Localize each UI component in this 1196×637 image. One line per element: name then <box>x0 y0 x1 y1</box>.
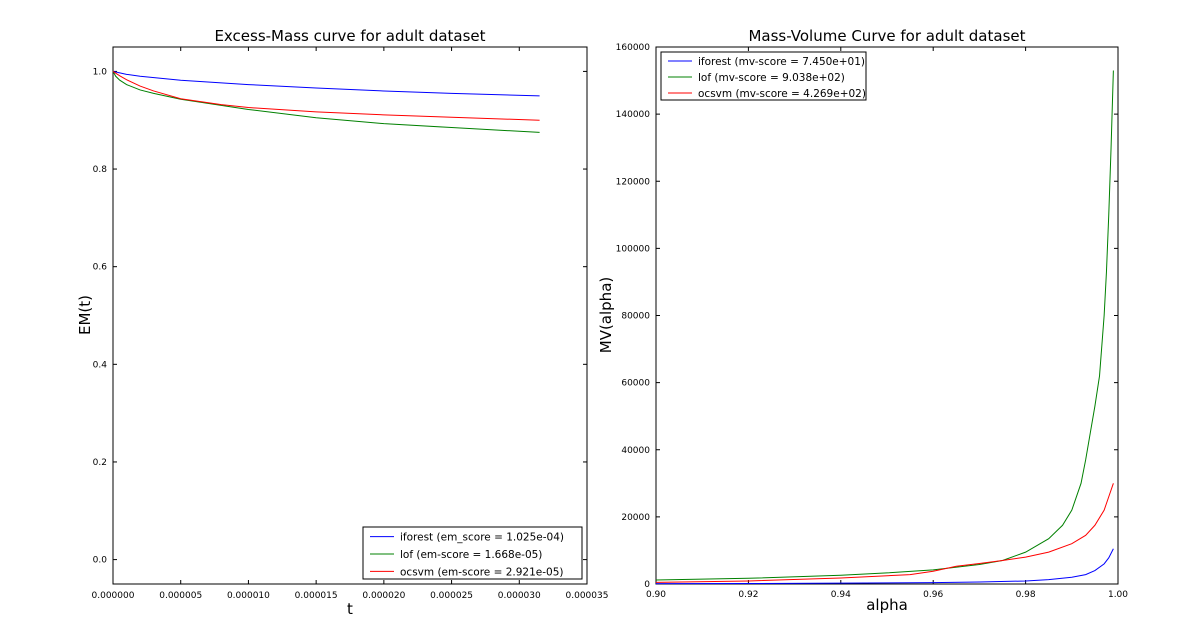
mv-series-line <box>655 70 1114 581</box>
mv-x-tick-label: 0.96 <box>923 590 943 600</box>
em-series-line <box>112 71 540 133</box>
mv-legend-label: lof (mv-score = 9.038e+02) <box>698 72 845 84</box>
em-x-tick-label: 0.000005 <box>159 591 202 601</box>
mv-series-group <box>655 70 1114 585</box>
em-legend-label: ocsvm (em-score = 2.921e-05) <box>400 566 563 578</box>
mv-y-tick-label: 0 <box>644 580 650 590</box>
mv-y-tick-label: 80000 <box>621 312 650 322</box>
em-plot-area <box>112 46 588 585</box>
em-y-tick-label: 0.4 <box>93 360 108 370</box>
em-x-tick-label: 0.000010 <box>227 591 270 601</box>
mv-chart: Mass-Volume Curve for adult dataset alph… <box>597 27 1128 614</box>
em-chart-title: Excess-Mass curve for adult dataset <box>214 27 485 45</box>
em-legend-box <box>362 526 583 580</box>
em-legend-label: lof (em-score = 1.668e-05) <box>400 549 542 561</box>
em-series-line <box>112 70 540 121</box>
mv-y-tick-label: 20000 <box>621 513 650 523</box>
em-series-group <box>112 70 540 133</box>
em-y-tick-label: 0.6 <box>93 263 108 273</box>
mv-legend: iforest (mv-score = 7.450e+01) lof (mv-sc… <box>660 51 867 101</box>
mv-ticks: 0.90 0.92 0.94 0.96 0.98 1.00 0 20000 40000 60000… <box>616 43 1129 600</box>
mv-y-tick-label: 120000 <box>616 177 651 187</box>
em-x-tick-label: 0.000015 <box>295 591 338 601</box>
mv-x-tick-label: 0.90 <box>646 590 666 600</box>
em-y-tick-label: 1.0 <box>93 67 108 77</box>
em-x-tick-label: 0.000020 <box>362 591 405 601</box>
em-x-tick-label: 0.000025 <box>430 591 473 601</box>
em-series-line <box>112 70 540 97</box>
mv-y-tick-label: 160000 <box>616 43 651 53</box>
em-y-tick-label: 0.2 <box>93 458 107 468</box>
em-x-axis-label: t <box>347 600 353 618</box>
em-legend-label: iforest (em_score = 1.025e-04) <box>400 532 564 544</box>
em-x-tick-label: 0.000030 <box>498 591 541 601</box>
mv-x-axis-label: alpha <box>866 596 908 614</box>
mv-series-line <box>655 483 1114 583</box>
em-ticks: 0.000000 0.000005 0.000010 0.000015 0.000020… <box>92 47 609 601</box>
mv-chart-title: Mass-Volume Curve for adult dataset <box>748 27 1025 45</box>
em-legend: iforest (em_score = 1.025e-04) lof (em-sc… <box>362 526 583 580</box>
mv-x-tick-label: 0.98 <box>1016 590 1036 600</box>
em-x-tick-label: 0.000000 <box>92 591 135 601</box>
mv-legend-label: ocsvm (mv-score = 4.269e+02) <box>698 88 866 100</box>
em-y-tick-label: 0.8 <box>93 165 108 175</box>
mv-x-tick-label: 1.00 <box>1108 590 1128 600</box>
mv-plot-area <box>655 46 1119 585</box>
em-x-tick-label: 0.000035 <box>566 591 609 601</box>
mv-y-tick-label: 40000 <box>621 446 650 456</box>
mv-y-tick-label: 100000 <box>616 244 651 254</box>
mv-y-tick-label: 60000 <box>621 379 650 389</box>
mv-y-axis-label: MV(alpha) <box>597 277 615 354</box>
mv-series-line <box>655 548 1114 585</box>
em-y-axis-label: EM(t) <box>76 295 94 335</box>
mv-x-tick-label: 0.92 <box>738 590 758 600</box>
mv-legend-box <box>660 51 867 101</box>
mv-legend-label: iforest (mv-score = 7.450e+01) <box>698 56 865 68</box>
em-y-tick-label: 0.0 <box>93 556 108 566</box>
mv-x-tick-label: 0.94 <box>831 590 851 600</box>
em-chart: Excess-Mass curve for adult dataset t EM… <box>76 27 608 618</box>
mv-y-tick-label: 140000 <box>616 110 651 120</box>
